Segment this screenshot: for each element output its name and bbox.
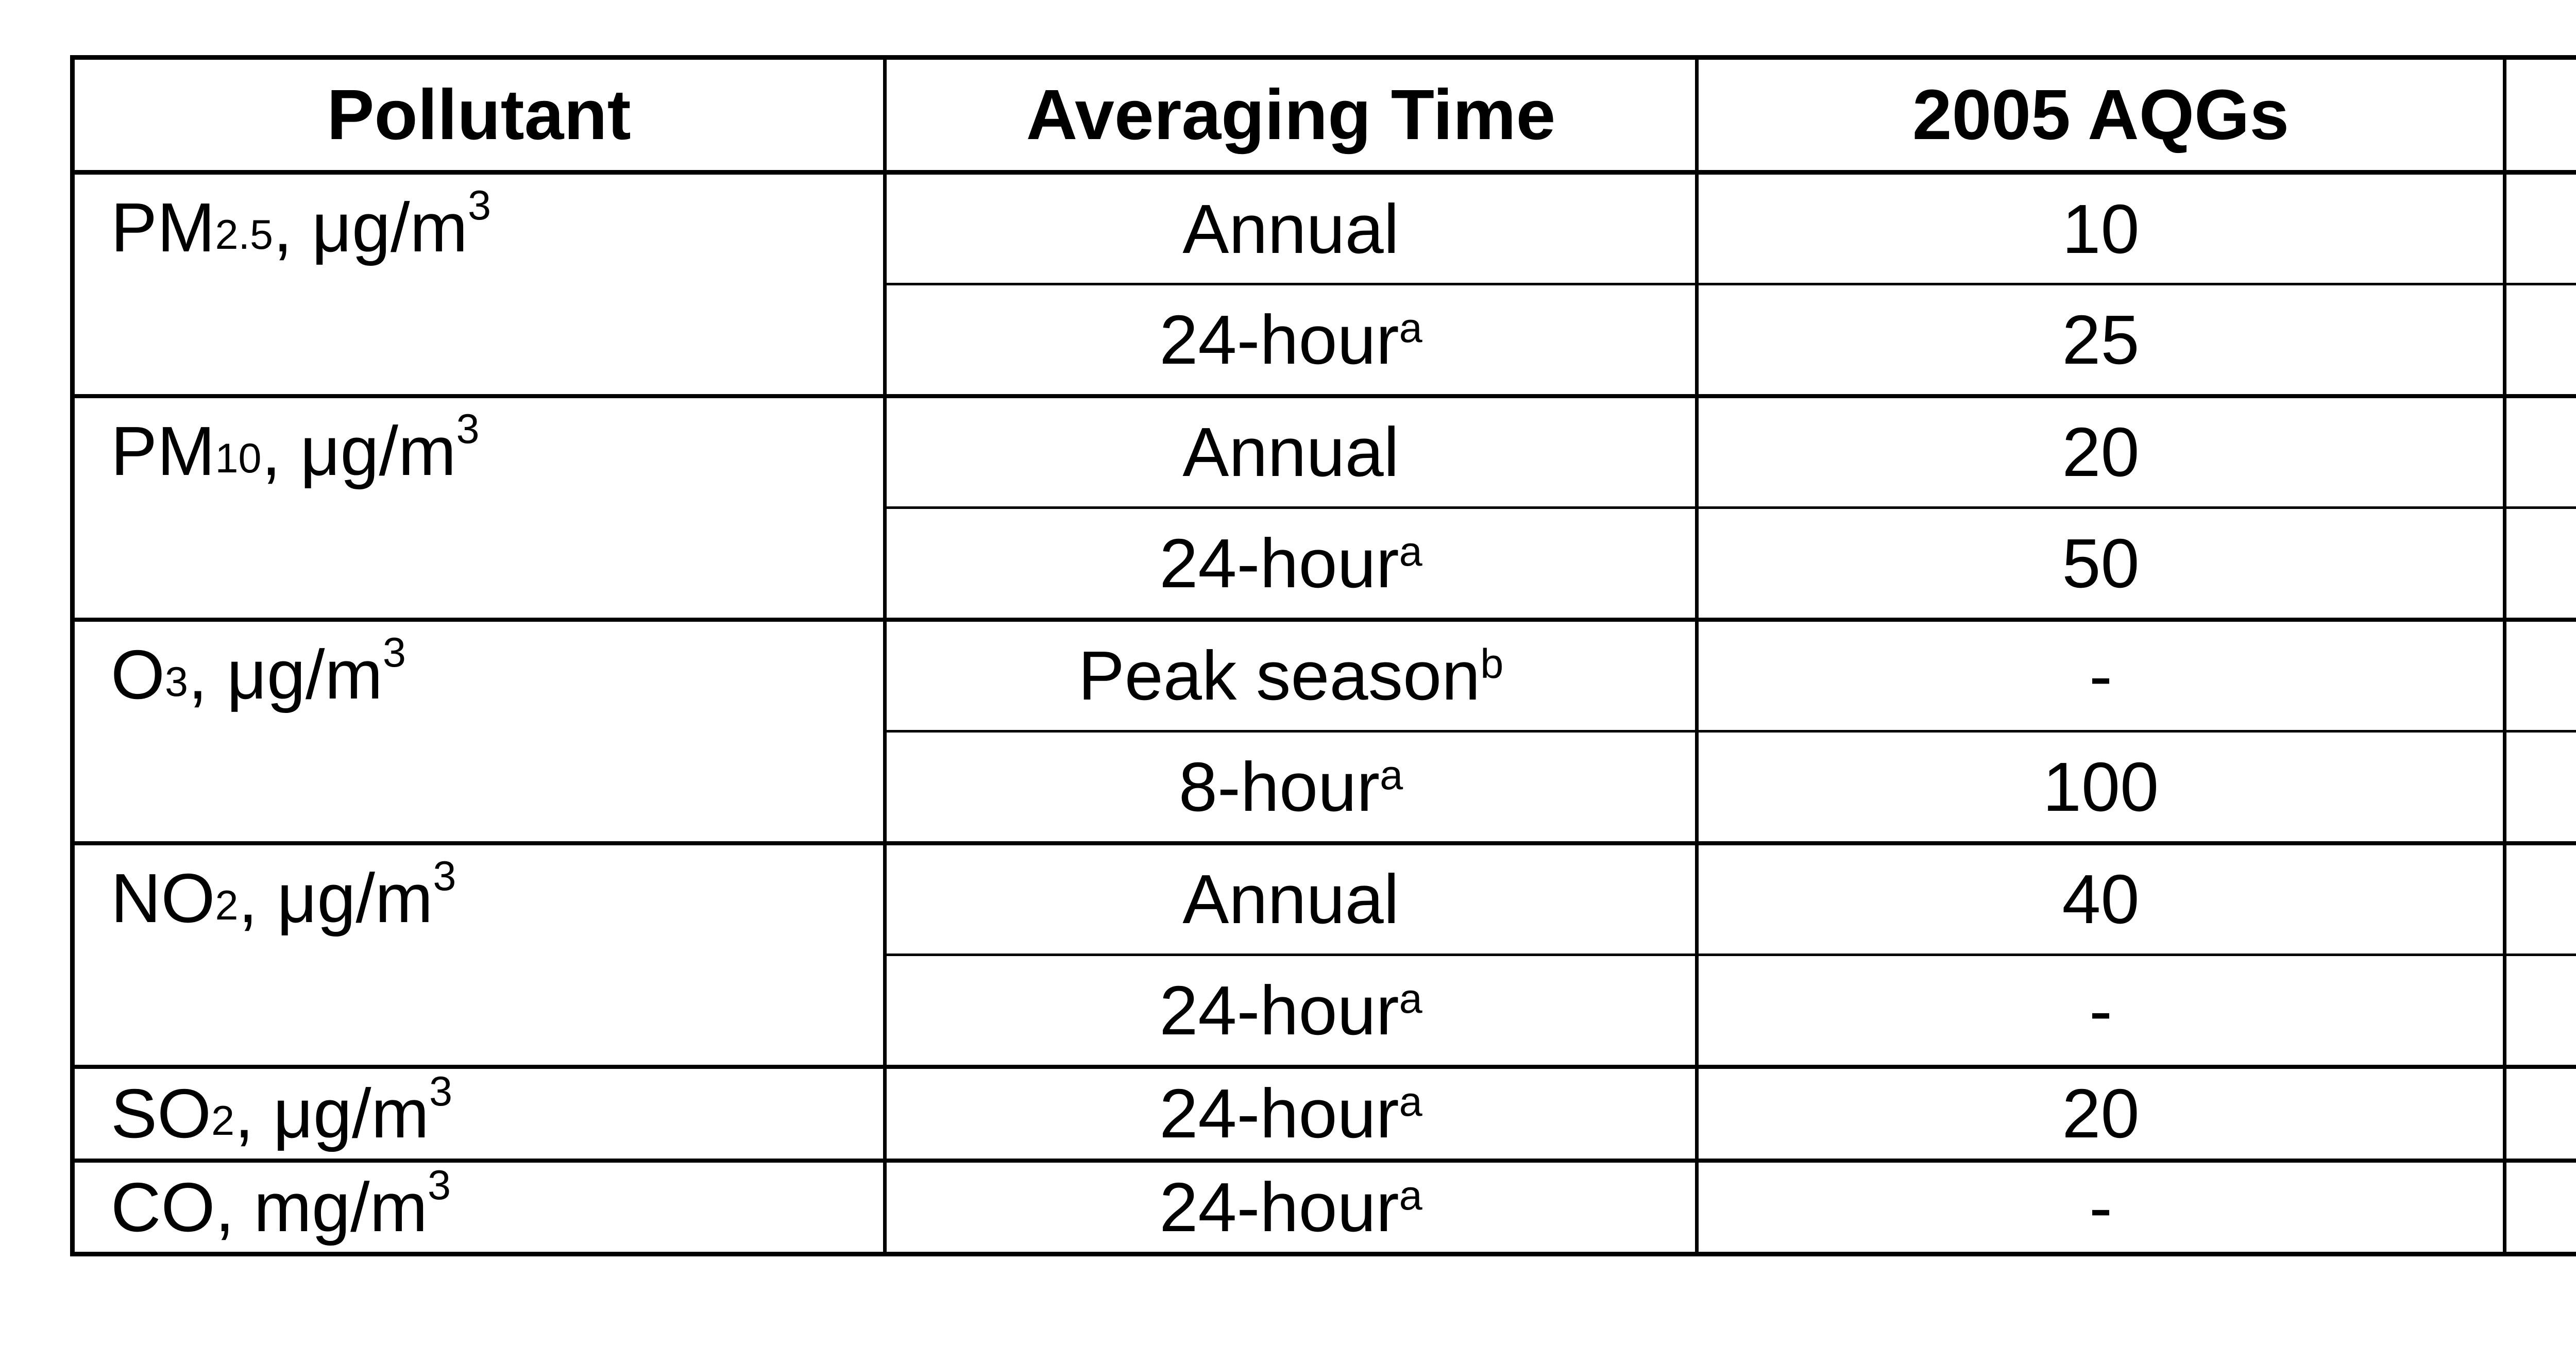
table-row: PM2.5, μg/m3 Annual 10 5 <box>71 170 2576 397</box>
header-row: Pollutant Averaging Time 2005 AQGs 2021 … <box>71 56 2576 175</box>
averaging-time-cell: 24-houra <box>883 954 1699 1068</box>
footnote-marker: a <box>1399 528 1422 575</box>
table-row: CO, mg/m3 24-houra - 4 <box>71 1158 2576 1255</box>
pollutant-label: PM 2.5, μg/m 3 <box>111 182 492 266</box>
averaging-time-label: Annual <box>1182 413 1399 491</box>
col-header-averaging-time: Averaging Time <box>883 56 1699 175</box>
pollutant-base: PM <box>111 412 215 490</box>
averaging-time-cell: Annual <box>883 394 1699 509</box>
value-2005-cell: - <box>1695 1158 2506 1255</box>
averaging-time-cell: 24-houra <box>883 1158 1699 1255</box>
value-2005-cell: 20 <box>1695 1064 2506 1162</box>
table-row: 24-houra - 25 <box>73 954 2576 1068</box>
value-2005-cell: - <box>1695 954 2506 1068</box>
pollutant-unit: , μg/m <box>234 1075 429 1152</box>
value-2005-cell: 10 <box>1695 170 2506 285</box>
averaging-time-label: 8-hour <box>1178 747 1380 826</box>
value-2005-cell: 100 <box>1695 730 2506 844</box>
averaging-time-cell: 24-houra <box>883 506 1699 621</box>
footnote-marker: a <box>1399 304 1422 351</box>
pollutant-cell-so2: SO 2, μg/m 3 <box>71 1064 887 1162</box>
value-2021-cell: 15 <box>2503 394 2576 509</box>
value-2005-cell: - <box>1695 617 2506 733</box>
value-2021-cell: 100 <box>2503 730 2576 844</box>
value-2021-cell: 5 <box>2503 170 2576 285</box>
footnote-marker: a <box>1380 752 1403 798</box>
table-row: 24-houra 25 15 <box>73 283 2576 397</box>
pollutant-unit: , μg/m <box>273 189 468 266</box>
value-2021-cell: 45 <box>2503 506 2576 621</box>
pollutant-cell-no2: NO 2, μg/m 3 <box>71 841 887 1068</box>
footnote-marker: b <box>1480 641 1504 688</box>
pollutant-label: CO, mg/m 3 <box>111 1162 451 1246</box>
value-2021-cell: 4 <box>2503 1158 2576 1255</box>
averaging-time-cell: Peak seasonb <box>883 617 1699 733</box>
value-2005-cell: 50 <box>1695 506 2506 621</box>
pollutant-base: O <box>111 635 165 713</box>
pollutant-base: PM <box>111 189 215 266</box>
averaging-time-label: 24-hour <box>1159 524 1399 602</box>
footnote-marker: a <box>1399 1172 1422 1219</box>
aqg-comparison-table: Pollutant Averaging Time 2005 AQGs 2021 … <box>70 55 2576 1256</box>
averaging-time-label: 24-hour <box>1159 300 1399 379</box>
pollutant-unit: , μg/m <box>261 412 456 490</box>
pollutant-label: SO 2, μg/m 3 <box>111 1068 453 1152</box>
footnote-marker: a <box>1399 1078 1422 1125</box>
pollutant-cell-pm10: PM 10, μg/m 3 <box>71 394 887 621</box>
averaging-time-label: 24-hour <box>1159 1075 1399 1152</box>
pollutant-base: SO <box>111 1075 212 1152</box>
pollutant-base: NO <box>111 859 215 937</box>
averaging-time-label: Annual <box>1182 190 1399 268</box>
value-2021-cell: 15 <box>2503 283 2576 397</box>
value-2005-cell: 25 <box>1695 283 2506 397</box>
pollutant-cell-pm25: PM 2.5, μg/m 3 <box>71 170 887 397</box>
averaging-time-cell: Annual <box>883 841 1699 956</box>
averaging-time-cell: 8-houra <box>883 730 1699 844</box>
value-2005-cell: 20 <box>1695 394 2506 509</box>
pollutant-unit: , mg/m <box>215 1168 428 1246</box>
value-2021-cell: 25 <box>2503 954 2576 1068</box>
table-row: 8-houra 100 100 <box>73 730 2576 844</box>
averaging-time-label: Peak season <box>1078 637 1481 715</box>
table-row: NO2, μg/m3 Annual 40 10 <box>71 841 2576 1068</box>
table-row: SO2, μg/m3 24-houra 20 40 <box>71 1064 2576 1162</box>
table-row: O3, μg/m3 Peak seasonb - 60 <box>71 617 2576 844</box>
pollutant-unit: , μg/m <box>238 859 433 937</box>
pollutant-cell-co: CO, mg/m 3 <box>71 1158 887 1255</box>
table-row: 24-houra 50 45 <box>73 506 2576 621</box>
averaging-time-cell: 24-houra <box>883 283 1699 397</box>
averaging-time-label: 24-hour <box>1159 1168 1399 1246</box>
averaging-time-cell: Annual <box>883 170 1699 285</box>
averaging-time-label: Annual <box>1182 860 1399 939</box>
pollutant-label: PM 10, μg/m 3 <box>111 405 480 490</box>
averaging-time-label: 24-hour <box>1159 971 1399 1049</box>
averaging-time-cell: 24-houra <box>883 1064 1699 1162</box>
value-2021-cell: 40 <box>2503 1064 2576 1162</box>
value-2021-cell: 10 <box>2503 841 2576 956</box>
value-2005-cell: 40 <box>1695 841 2506 956</box>
pollutant-label: NO 2, μg/m 3 <box>111 853 456 937</box>
pollutant-unit: , μg/m <box>188 635 383 713</box>
value-2021-cell: 60 <box>2503 617 2576 733</box>
col-header-2005-aqgs: 2005 AQGs <box>1695 56 2506 175</box>
pollutant-base: CO <box>111 1168 215 1246</box>
footnote-marker: a <box>1399 975 1422 1022</box>
col-header-pollutant: Pollutant <box>71 56 887 175</box>
col-header-2021-aqgs: 2021 AQGs <box>2503 56 2576 175</box>
